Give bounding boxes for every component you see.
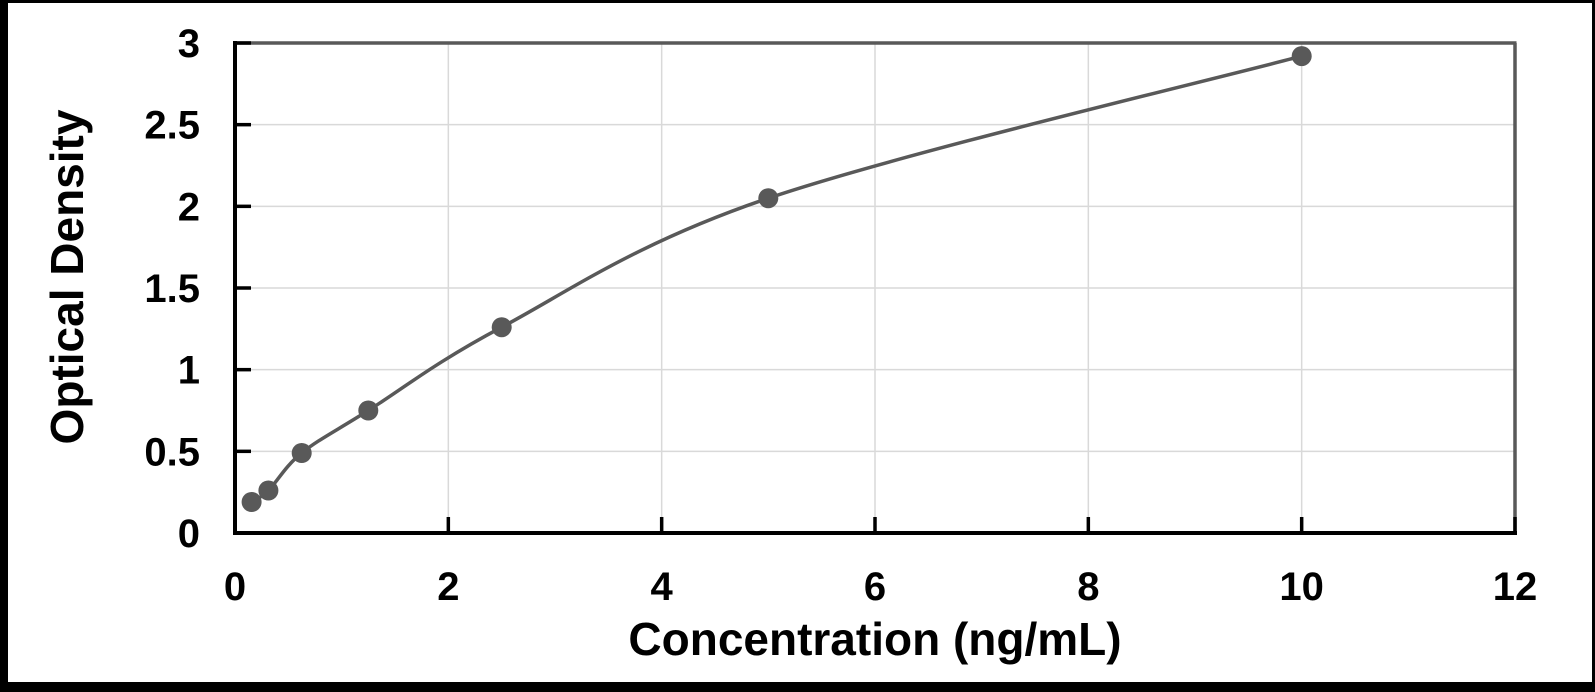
data-point: [1291, 46, 1312, 67]
data-point: [358, 400, 379, 421]
y-tick-label: 3: [178, 22, 200, 66]
x-tick-label: 2: [437, 565, 459, 609]
axis-lines: [233, 41, 1517, 535]
y-tick-label: 2: [178, 185, 200, 229]
y-tick-label: 1.5: [144, 267, 200, 311]
fitted-curve-path: [249, 54, 1304, 504]
x-tick-label: 0: [224, 565, 246, 609]
x-axis-title: Concentration (ng/mL): [628, 613, 1121, 665]
standard-curve-chart: 0 0.5 1 1.5 2 2.5 3 0 2 4 6 8 10 12 Concentration (ng…: [41, 22, 1537, 665]
x-tick-label: 10: [1279, 565, 1324, 609]
y-tick-label: 0: [178, 512, 200, 556]
plot-border: [235, 41, 1517, 533]
x-tick-label: 6: [864, 565, 886, 609]
data-point-markers: [241, 46, 1312, 512]
tick-labels: 0 0.5 1 1.5 2 2.5 3 0 2 4 6 8 10 12: [144, 22, 1537, 609]
data-point: [241, 492, 262, 512]
standard-curve-line: [249, 54, 1304, 504]
x-tick-label: 12: [1493, 565, 1538, 609]
data-point: [758, 188, 779, 209]
y-tick-label: 0.5: [144, 430, 200, 474]
gridlines: [235, 43, 1515, 533]
axis-ticks: [237, 41, 1517, 531]
y-tick-label: 1: [178, 349, 200, 393]
data-point: [291, 443, 312, 463]
y-axis-title: Optical Density: [41, 109, 93, 444]
data-point: [258, 480, 279, 501]
data-point: [491, 317, 512, 338]
x-tick-label: 8: [1077, 565, 1099, 609]
x-tick-label: 4: [651, 565, 674, 609]
y-tick-label: 2.5: [144, 104, 200, 148]
